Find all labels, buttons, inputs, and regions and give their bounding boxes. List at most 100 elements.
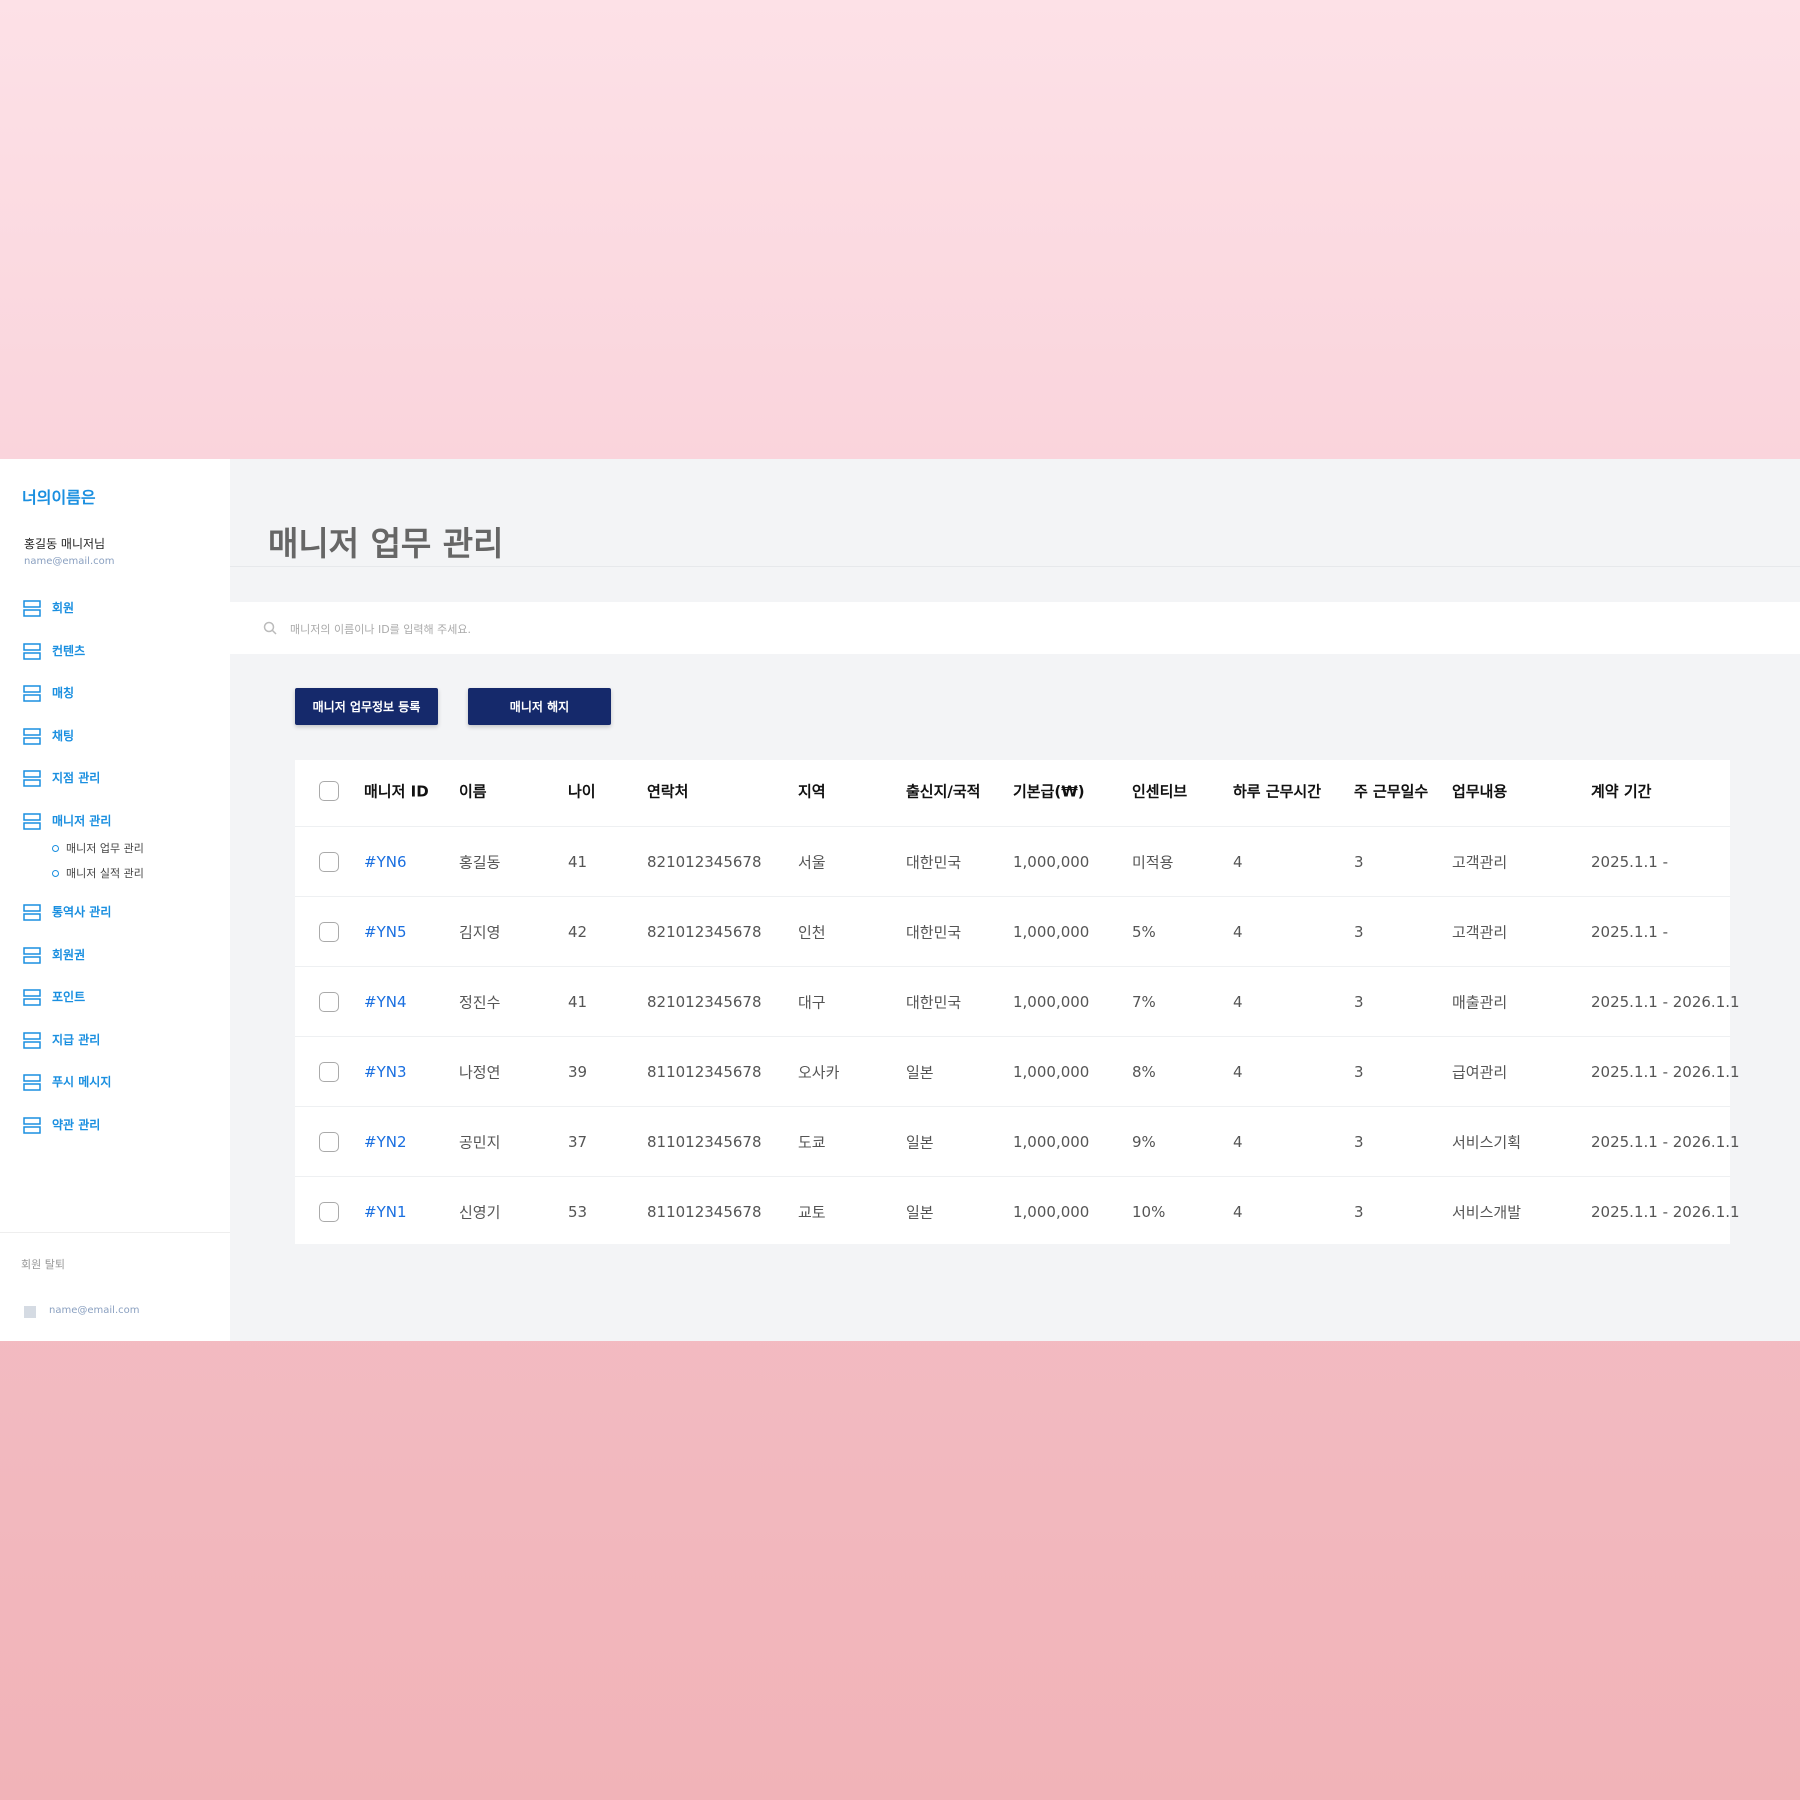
row-divider (295, 826, 1730, 827)
cell: 8% (1132, 1063, 1156, 1081)
manager-id-link[interactable]: #YN1 (364, 1203, 407, 1221)
cell: 811012345678 (647, 1203, 762, 1221)
menu-item[interactable]: 회원권 (52, 947, 86, 962)
menu-icon (23, 812, 41, 830)
manager-id-link[interactable]: #YN6 (364, 853, 407, 871)
column-header: 지역 (798, 782, 826, 801)
cell: 2025.1.1 - (1591, 853, 1668, 871)
submenu-item[interactable]: 매니저 업무 관리 (66, 842, 144, 855)
column-header: 나이 (568, 782, 596, 801)
cell: 1,000,000 (1013, 993, 1090, 1011)
cell: 대한민국 (906, 923, 962, 942)
cell: 4 (1233, 1133, 1243, 1151)
column-header: 기본급(₩) (1013, 782, 1085, 801)
menu-item[interactable]: 포인트 (52, 990, 86, 1004)
checkbox[interactable] (319, 1132, 339, 1152)
menu-item[interactable]: 통역사 관리 (52, 905, 112, 919)
menu-icon (23, 1073, 41, 1091)
column-header: 출신지/국적 (906, 782, 981, 801)
cell: 대한민국 (906, 993, 962, 1012)
divider (0, 1232, 230, 1233)
cell: 인천 (798, 923, 826, 942)
cell: 3 (1354, 993, 1364, 1011)
menu-icon (23, 988, 41, 1006)
cell: 일본 (906, 1203, 934, 1222)
cell: 42 (568, 923, 588, 941)
cell: 서비스기획 (1452, 1133, 1522, 1152)
column-header: 주 근무일수 (1354, 782, 1429, 801)
submenu-dot (52, 870, 59, 877)
checkbox[interactable] (319, 1202, 339, 1222)
menu-item[interactable]: 지급 관리 (52, 1032, 101, 1047)
page-title: 매니저 업무 관리 (268, 524, 504, 563)
cell: 정진수 (459, 993, 501, 1012)
checkbox[interactable] (319, 1062, 339, 1082)
column-header: 인센티브 (1132, 782, 1188, 801)
cell: 급여관리 (1452, 1063, 1508, 1082)
row-divider (295, 1036, 1730, 1037)
menu-icon (23, 727, 41, 745)
cell: 대구 (798, 993, 826, 1012)
cell: 2025.1.1 - (1591, 923, 1668, 941)
table: 매니저 ID 이름 나이 연락처 지역 출신지/국적 기본급(₩) 인센티브 하루 근무시간 주 … (295, 760, 1740, 1244)
manager-id-link[interactable]: #YN4 (364, 993, 407, 1011)
manager-id-link[interactable]: #YN3 (364, 1063, 407, 1081)
cell: 미적용 (1132, 853, 1174, 872)
cell: 일본 (906, 1063, 934, 1082)
menu-item[interactable]: 매칭 (52, 686, 75, 700)
search-placeholder: 매니저의 이름이나 ID를 입력해 주세요. (290, 623, 471, 636)
column-header: 하루 근무시간 (1233, 782, 1322, 801)
menu-icon (23, 1116, 41, 1134)
divider (230, 566, 1800, 567)
cell: 교토 (798, 1203, 826, 1222)
menu-icon (23, 903, 41, 921)
checkbox[interactable] (319, 781, 339, 801)
checkbox[interactable] (319, 992, 339, 1012)
search-icon (263, 621, 277, 635)
cell: 811012345678 (647, 1133, 762, 1151)
cell: 나정연 (459, 1063, 501, 1082)
menu-icon (23, 769, 41, 787)
checkbox[interactable] (319, 852, 339, 872)
cell: 10% (1132, 1203, 1166, 1221)
manager-id-link[interactable]: #YN5 (364, 923, 407, 941)
menu-icon (23, 1031, 41, 1049)
cell: 1,000,000 (1013, 853, 1090, 871)
submenu-item[interactable]: 매니저 실적 관리 (66, 867, 144, 880)
cell: 4 (1233, 993, 1243, 1011)
menu-item[interactable]: 약관 관리 (52, 1117, 101, 1132)
cell: 김지영 (459, 923, 501, 942)
manager-id-link[interactable]: #YN2 (364, 1133, 407, 1151)
menu-item[interactable]: 푸시 메시지 (52, 1075, 112, 1089)
withdraw[interactable]: 회원 탈퇴 (21, 1258, 65, 1271)
cell: 2025.1.1 - 2026.1.1 (1591, 1203, 1740, 1221)
cell: 821012345678 (647, 993, 762, 1011)
menu-item[interactable]: 회원 (52, 601, 75, 615)
cell: 서비스개발 (1452, 1203, 1522, 1222)
cell: 2025.1.1 - 2026.1.1 (1591, 993, 1740, 1011)
cell: 고객관리 (1452, 923, 1508, 942)
row-divider (295, 1106, 1730, 1107)
cell: 신영기 (459, 1203, 501, 1222)
cell: 3 (1354, 923, 1364, 941)
cell: 39 (568, 1063, 588, 1081)
brand[interactable]: 너의이름은 (22, 488, 96, 507)
cell: 일본 (906, 1133, 934, 1152)
cell: 3 (1354, 1203, 1364, 1221)
menu-icon (23, 946, 41, 964)
checkbox[interactable] (319, 922, 339, 942)
cell: 811012345678 (647, 1063, 762, 1081)
register-button[interactable]: 매니저 업무정보 등록 (295, 688, 438, 725)
terminate-button[interactable]: 매니저 해지 (468, 688, 611, 725)
column-header: 업무내용 (1452, 782, 1508, 801)
menu-item[interactable]: 매니저 관리 (52, 813, 112, 828)
menu-icon (23, 684, 41, 702)
cell: 3 (1354, 853, 1364, 871)
cell: 고객관리 (1452, 853, 1508, 872)
menu-item[interactable]: 지점 관리 (52, 771, 101, 785)
menu-item[interactable]: 채팅 (52, 728, 75, 743)
cell: 4 (1233, 923, 1243, 941)
menu-item[interactable]: 컨텐츠 (52, 643, 86, 658)
search-bar[interactable]: 매니저의 이름이나 ID를 입력해 주세요. (230, 602, 1800, 654)
